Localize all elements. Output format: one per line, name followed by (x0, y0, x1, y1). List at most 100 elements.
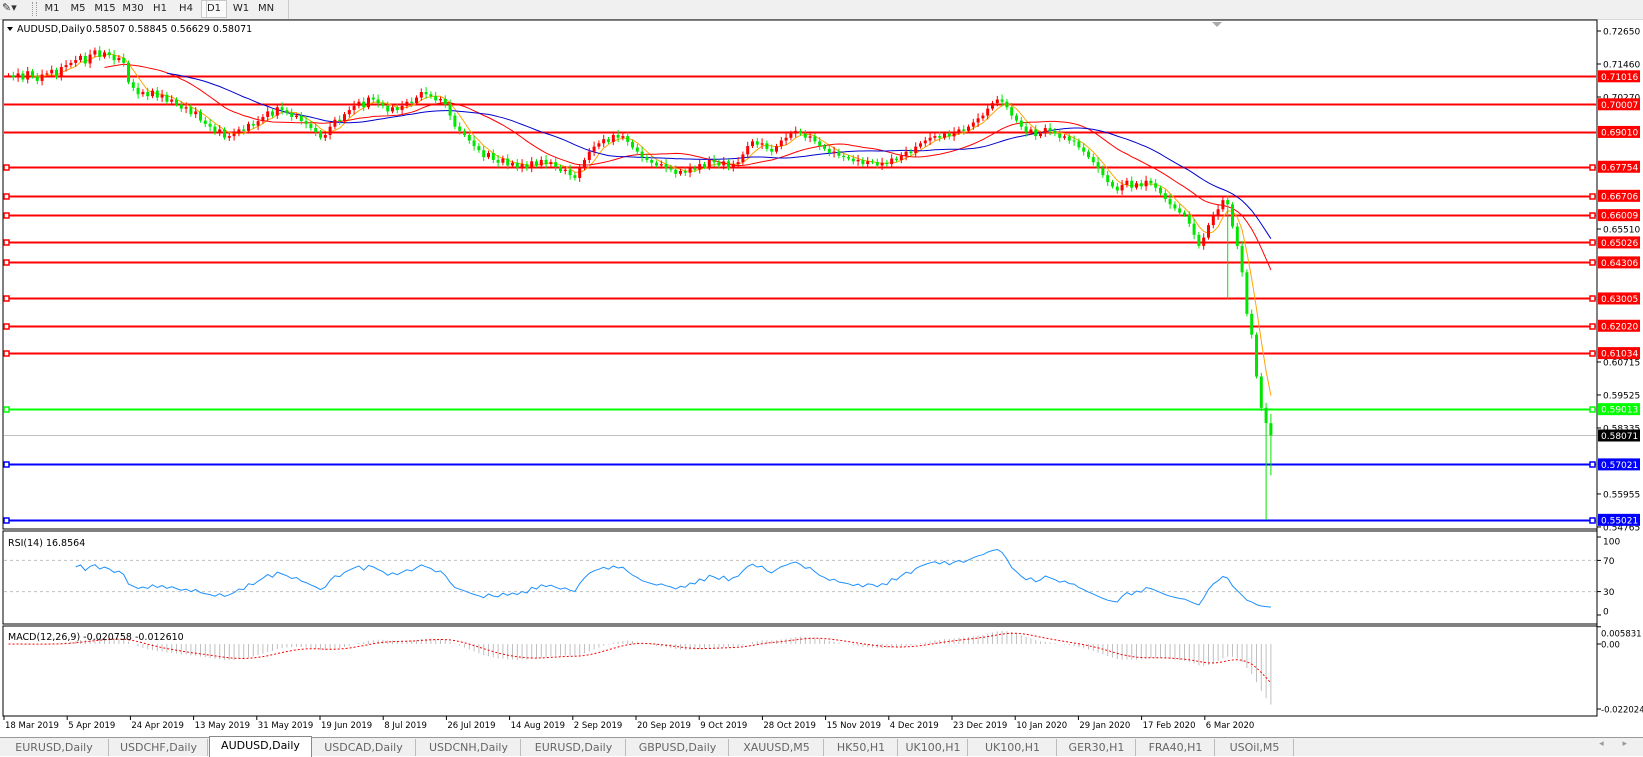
candlestick (165, 91, 169, 105)
candlestick (986, 104, 990, 120)
timeframe-button-m5[interactable]: M5 (70, 3, 86, 14)
candlestick (880, 157, 884, 170)
level-anchor-handle[interactable] (3, 350, 10, 357)
chart-tab[interactable]: USDCAD,Daily (312, 739, 416, 756)
candlestick (146, 87, 150, 101)
chart-tab[interactable]: UK100,H1 (899, 739, 968, 756)
candlestick (755, 137, 759, 148)
candlestick (112, 50, 116, 65)
candlestick (1197, 231, 1201, 249)
timeframe-button-d1[interactable]: D1 (201, 0, 227, 18)
candlestick (746, 141, 750, 159)
chart-ohlc-values: 0.58507 0.58845 0.56629 0.58071 (86, 24, 252, 35)
chart-tab[interactable]: UK100,H1 (969, 739, 1057, 756)
rsi-pane[interactable] (2, 530, 1598, 625)
level-anchor-handle[interactable] (1589, 461, 1596, 468)
chart-tab[interactable]: EURUSD,Daily (522, 739, 626, 756)
timeframe-button-mn[interactable]: MN (257, 3, 275, 14)
candlestick (319, 129, 322, 140)
candlestick (223, 127, 226, 140)
candlestick (640, 146, 644, 162)
candle-body (717, 162, 721, 166)
candlestick (83, 52, 87, 67)
level-anchor-handle[interactable] (3, 323, 10, 330)
candlestick (395, 103, 399, 114)
level-anchor-handle[interactable] (1589, 259, 1596, 266)
candle-body (1111, 182, 1114, 187)
level-anchor-handle[interactable] (1589, 239, 1596, 246)
candlestick (818, 137, 822, 150)
chart-tab[interactable]: FRA40,H1 (1137, 739, 1215, 756)
level-anchor-handle[interactable] (1589, 193, 1596, 200)
level-anchor-handle[interactable] (3, 461, 10, 468)
level-anchor-handle[interactable] (1589, 323, 1596, 330)
timeframe-button-h4[interactable]: H4 (179, 3, 193, 14)
chart-tab[interactable]: USOil,M5 (1216, 739, 1294, 756)
chart-tab[interactable]: XAUUSD,M5 (730, 739, 824, 756)
candlestick (1034, 125, 1038, 140)
level-anchor-handle[interactable] (1589, 350, 1596, 357)
chart-tab[interactable]: HK50,H1 (825, 739, 898, 756)
candlestick (957, 126, 961, 135)
candlestick (976, 113, 980, 128)
candlestick (352, 100, 356, 115)
tab-scroll-arrows[interactable]: ◂ ▸ (1599, 739, 1635, 749)
level-anchor-handle[interactable] (3, 193, 10, 200)
chart-tab[interactable]: GER30,H1 (1058, 739, 1136, 756)
level-anchor-handle[interactable] (3, 239, 10, 246)
level-anchor-handle[interactable] (1589, 295, 1596, 302)
chart-tab[interactable]: EURUSD,Daily (0, 739, 109, 756)
level-anchor-handle[interactable] (1589, 164, 1596, 171)
candlestick (194, 107, 198, 119)
candlestick (439, 96, 442, 103)
candlestick (357, 98, 361, 109)
level-anchor-handle[interactable] (1589, 212, 1596, 219)
level-anchor-handle[interactable] (3, 259, 10, 266)
level-anchor-handle[interactable] (1589, 517, 1596, 524)
price-tick-label: 0.60715 (1603, 358, 1640, 368)
candlestick (568, 164, 572, 180)
level-anchor-handle[interactable] (3, 295, 10, 302)
candlestick (1250, 309, 1254, 339)
chart-shift-marker[interactable] (1212, 22, 1222, 27)
line-drawing-tool-icon[interactable]: ✎▾ (2, 1, 17, 14)
candle-body (943, 133, 946, 138)
timeframe-button-m1[interactable]: M1 (44, 3, 60, 14)
toolbar-grip[interactable] (32, 2, 37, 16)
level-anchor-handle[interactable] (3, 212, 10, 219)
timeframe-button-h1[interactable]: H1 (153, 3, 167, 14)
timeframe-button-m30[interactable]: M30 (122, 3, 144, 14)
collapse-triangle-icon[interactable] (7, 27, 13, 31)
chart-tab[interactable]: USDCHF,Daily (110, 739, 208, 756)
chart-tab[interactable]: GBPUSD,Daily (627, 739, 729, 756)
candle-body (50, 69, 54, 74)
candlestick (943, 131, 946, 140)
candlestick (607, 136, 610, 144)
price-tick-label: 0.65510 (1603, 225, 1640, 235)
level-anchor-handle[interactable] (3, 406, 10, 413)
timeframe-button-m15[interactable]: M15 (94, 3, 116, 14)
level-anchor-handle[interactable] (3, 517, 10, 524)
candle-body (26, 71, 30, 80)
chart-tab[interactable]: AUDUSD,Daily (209, 736, 312, 757)
candle-body (923, 140, 927, 144)
candle-body (818, 141, 822, 147)
candlestick (1264, 402, 1268, 520)
candle-body (223, 129, 226, 138)
candle-body (496, 159, 500, 163)
level-anchor-handle[interactable] (1589, 406, 1596, 413)
timeframe-button-w1[interactable]: W1 (232, 3, 250, 14)
candlestick (1255, 332, 1258, 379)
price-tick-label: 0.55955 (1603, 490, 1640, 500)
level-anchor-handle[interactable] (3, 164, 10, 171)
chart-tab[interactable]: USDCNH,Daily (417, 739, 521, 756)
candlestick (1163, 189, 1167, 203)
candle-body (295, 115, 298, 117)
candle-body (991, 103, 994, 109)
candle-body (319, 132, 322, 138)
candlestick (530, 157, 534, 173)
candlestick (208, 118, 212, 132)
candlestick (347, 106, 351, 118)
chart-window[interactable]: 0.726500.714600.702700.655100.607150.595… (0, 0, 1643, 737)
candlestick (861, 157, 865, 167)
